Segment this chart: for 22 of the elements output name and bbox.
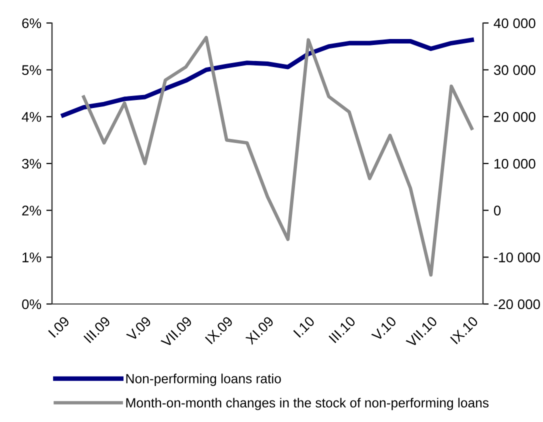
legend-label: Month-on-month changes in the stock of non-performing loans	[126, 398, 489, 410]
y2-tick-label: 30 000	[494, 65, 536, 76]
y-tick-label: 4%	[22, 112, 42, 122]
y2-tick-label: 10 000	[494, 158, 536, 169]
x-tick-label: V.09	[126, 316, 152, 342]
line-series	[82, 36, 474, 277]
legend-label: Non-performing loans ratio	[126, 374, 281, 386]
y2-tick-label: 0	[494, 206, 501, 216]
y-tick-label: 6%	[22, 18, 42, 28]
y-tick-label: 3%	[22, 158, 42, 169]
y-tick-label: 2%	[22, 206, 42, 216]
y2-tick-label: -20 000	[494, 299, 540, 310]
x-tick-label: I.09	[48, 316, 70, 338]
x-tick-label: V.10	[371, 316, 397, 342]
y-tick-label: 0%	[22, 299, 42, 310]
x-tick-label: I.10	[293, 316, 316, 338]
y-tick-label: 5%	[22, 65, 42, 76]
y2-tick-label: 40 000	[494, 18, 536, 28]
y-tick-label: 1%	[22, 252, 42, 262]
y2-tick-label: 20 000	[494, 112, 536, 122]
y2-tick-label: -10 000	[494, 252, 540, 262]
line-series	[61, 38, 474, 118]
